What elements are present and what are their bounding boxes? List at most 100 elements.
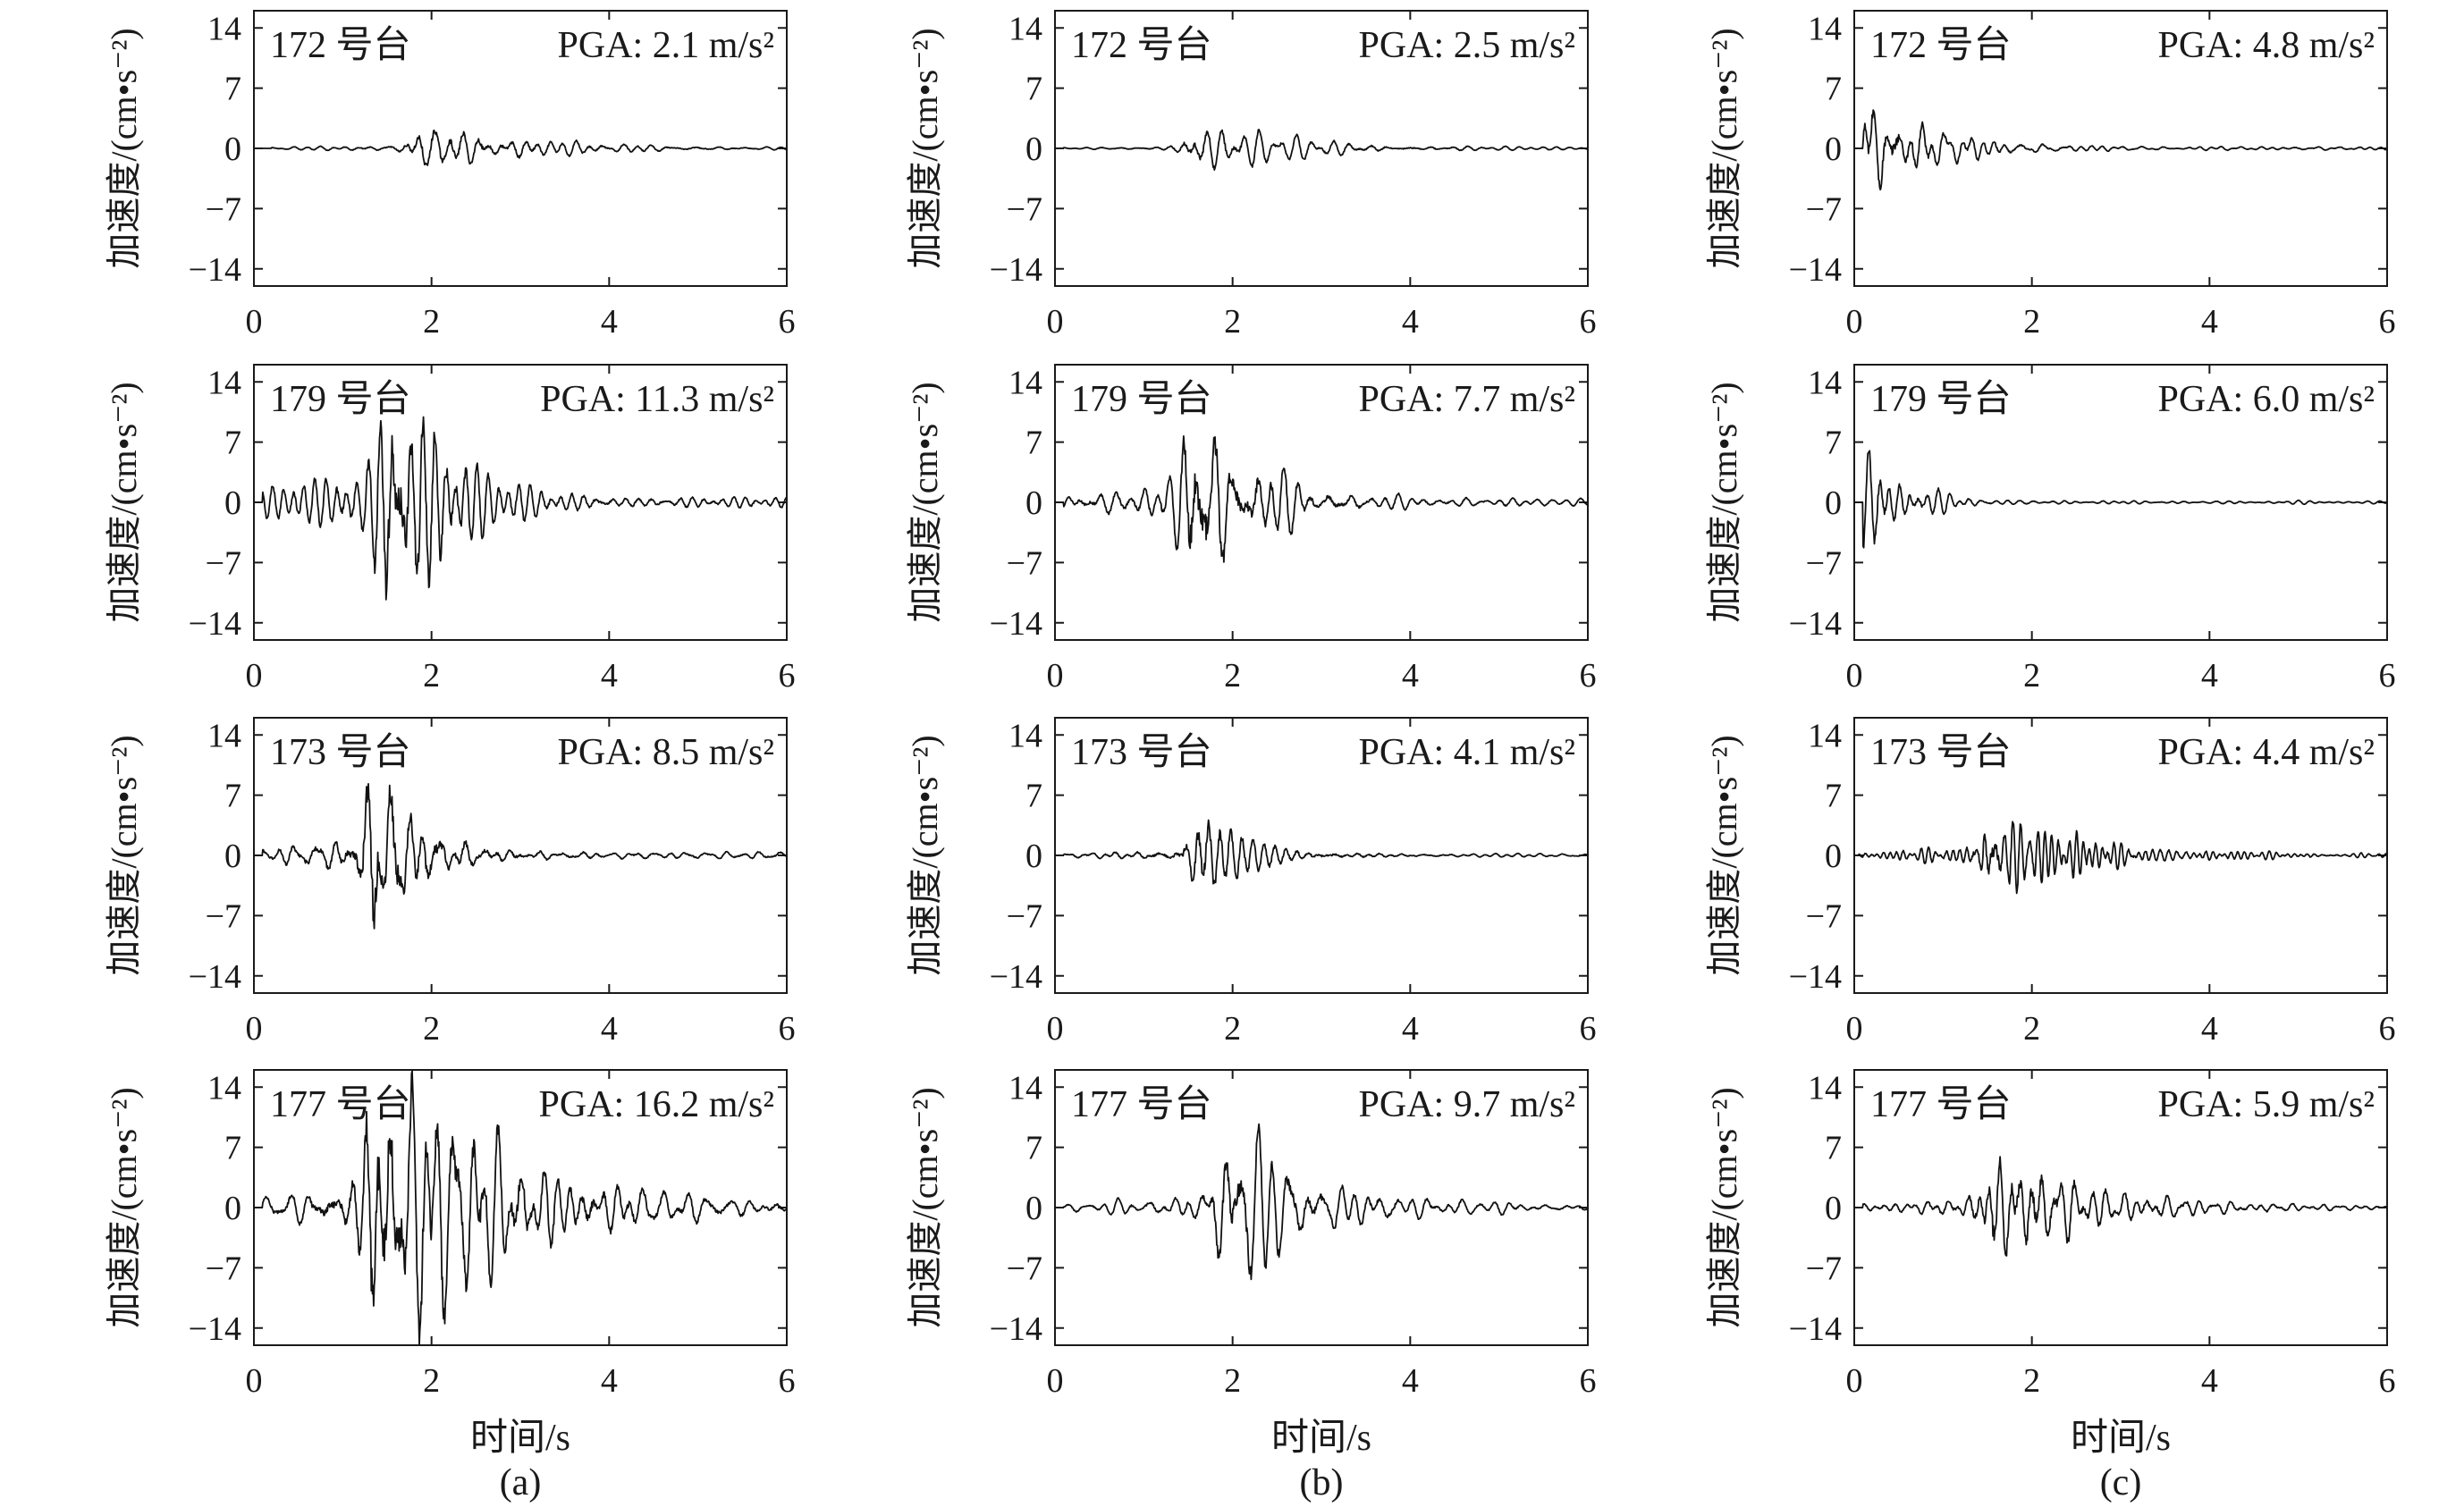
y-tick-label: 7: [1825, 71, 1842, 108]
x-tick-label: 2: [2023, 303, 2040, 341]
y-tick-label: 0: [224, 1190, 241, 1227]
y-tick-label: −14: [189, 251, 241, 289]
acceleration-trace: [253, 783, 788, 930]
y-tick-label: 14: [207, 364, 241, 401]
x-tick-label: 4: [601, 303, 618, 341]
y-tick-label: 14: [1808, 364, 1842, 401]
x-tick-label: 4: [2201, 1362, 2218, 1400]
x-tick-label: 6: [2379, 1362, 2396, 1400]
y-tick-label: 0: [1825, 838, 1842, 875]
y-tick-label: −7: [206, 190, 241, 228]
x-tick-label: 2: [423, 303, 440, 341]
y-tick-label: 7: [1825, 1130, 1842, 1167]
y-axis-label: 加速度/(cm•s⁻²): [104, 28, 144, 268]
station-label: 179 号台: [270, 379, 411, 420]
x-tick-label: 0: [246, 303, 263, 341]
x-tick-label: 6: [1580, 303, 1597, 341]
acceleration-trace: [1853, 821, 2388, 895]
pga-label: PGA: 4.1 m/s²: [1359, 732, 1575, 773]
x-tick-label: 6: [2379, 1010, 2396, 1048]
y-tick-label: 14: [1008, 10, 1042, 47]
y-tick-label: −7: [1806, 897, 1842, 935]
y-tick-label: 14: [1008, 364, 1042, 401]
x-tick-label: 6: [1580, 1362, 1597, 1400]
y-tick-label: −14: [990, 958, 1042, 996]
x-tick-label: 6: [2379, 657, 2396, 695]
y-axis-label: 加速度/(cm•s⁻²): [905, 382, 945, 622]
acceleration-trace: [1853, 450, 2388, 549]
column-caption: (a): [500, 1462, 542, 1503]
y-tick-label: 7: [1025, 778, 1042, 815]
y-tick-label: 14: [207, 1069, 241, 1107]
acceleration-trace: [1054, 435, 1589, 563]
x-tick-label: 0: [246, 1362, 263, 1400]
station-label: 177 号台: [1870, 1084, 2012, 1125]
y-tick-label: 0: [1825, 484, 1842, 522]
y-tick-label: 0: [1025, 484, 1042, 522]
station-label: 172 号台: [1870, 25, 2012, 66]
x-tick-label: 0: [1047, 1362, 1064, 1400]
y-tick-label: −7: [1806, 190, 1842, 228]
x-tick-label: 0: [246, 657, 263, 695]
x-tick-label: 2: [1224, 657, 1241, 695]
column-caption: (c): [2100, 1462, 2142, 1503]
station-label: 173 号台: [1870, 732, 2012, 773]
y-tick-label: −14: [1789, 958, 1842, 996]
x-tick-label: 4: [601, 1362, 618, 1400]
x-tick-label: 0: [1047, 657, 1064, 695]
pga-label: PGA: 4.4 m/s²: [2158, 732, 2375, 773]
y-tick-label: 14: [207, 717, 241, 754]
acceleration-trace: [1853, 109, 2388, 191]
pga-label: PGA: 2.1 m/s²: [558, 25, 774, 66]
y-tick-label: 14: [1808, 10, 1842, 47]
x-tick-label: 2: [2023, 657, 2040, 695]
y-tick-label: −14: [1789, 1310, 1842, 1348]
acceleration-trace: [253, 416, 788, 601]
station-label: 179 号台: [1870, 379, 2012, 420]
x-tick-label: 0: [1846, 1362, 1863, 1400]
y-axis-label: 加速度/(cm•s⁻²): [905, 735, 945, 975]
x-tick-label: 2: [423, 657, 440, 695]
x-tick-label: 2: [1224, 1010, 1241, 1048]
x-tick-label: 6: [779, 303, 796, 341]
pga-label: PGA: 5.9 m/s²: [2158, 1084, 2375, 1125]
station-label: 172 号台: [1071, 25, 1212, 66]
x-tick-label: 0: [1047, 303, 1064, 341]
station-label: 173 号台: [270, 732, 411, 773]
y-axis-label: 加速度/(cm•s⁻²): [1704, 382, 1744, 622]
x-tick-label: 4: [2201, 657, 2218, 695]
y-tick-label: −7: [1007, 1250, 1042, 1287]
x-tick-label: 4: [1402, 1362, 1419, 1400]
x-tick-label: 0: [1846, 303, 1863, 341]
x-axis-label: 时间/s: [2071, 1418, 2171, 1459]
y-tick-label: −14: [189, 605, 241, 643]
y-tick-label: −14: [990, 605, 1042, 643]
y-axis-label: 加速度/(cm•s⁻²): [104, 1087, 144, 1327]
x-tick-label: 0: [1047, 1010, 1064, 1048]
x-tick-label: 2: [2023, 1010, 2040, 1048]
x-tick-label: 4: [601, 1010, 618, 1048]
y-tick-label: −7: [206, 544, 241, 582]
pga-label: PGA: 16.2 m/s²: [539, 1084, 774, 1125]
x-tick-label: 4: [2201, 1010, 2218, 1048]
y-tick-label: 7: [1025, 425, 1042, 462]
y-tick-label: 7: [224, 71, 241, 108]
y-tick-label: 7: [224, 1130, 241, 1167]
pga-label: PGA: 4.8 m/s²: [2158, 25, 2375, 66]
x-tick-label: 6: [1580, 1010, 1597, 1048]
y-tick-label: 0: [1825, 1190, 1842, 1227]
x-tick-label: 4: [1402, 657, 1419, 695]
y-tick-label: −7: [206, 897, 241, 935]
y-tick-label: 7: [224, 425, 241, 462]
x-tick-label: 0: [246, 1010, 263, 1048]
y-tick-label: 0: [224, 838, 241, 875]
